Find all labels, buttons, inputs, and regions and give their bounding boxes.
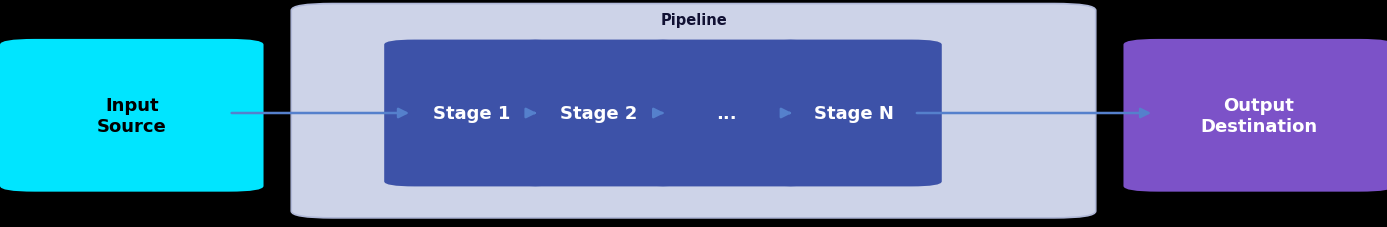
FancyBboxPatch shape xyxy=(291,5,1096,218)
Text: Output
Destination: Output Destination xyxy=(1200,96,1318,135)
FancyBboxPatch shape xyxy=(384,40,559,187)
Text: Stage N: Stage N xyxy=(814,105,895,122)
Text: Pipeline: Pipeline xyxy=(660,13,727,28)
FancyBboxPatch shape xyxy=(1123,40,1387,192)
FancyBboxPatch shape xyxy=(512,40,687,187)
Text: Stage 1: Stage 1 xyxy=(433,105,510,122)
FancyBboxPatch shape xyxy=(767,40,942,187)
Text: Stage 2: Stage 2 xyxy=(560,105,638,122)
Text: ...: ... xyxy=(717,105,736,122)
FancyBboxPatch shape xyxy=(639,40,814,187)
Text: Input
Source: Input Source xyxy=(97,96,166,135)
FancyBboxPatch shape xyxy=(0,40,264,192)
